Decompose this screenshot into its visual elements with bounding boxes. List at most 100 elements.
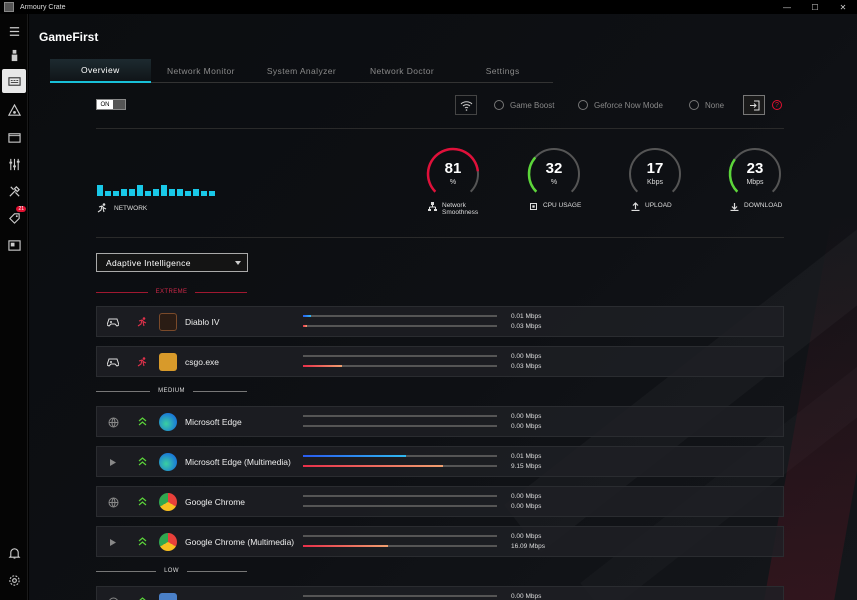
exit-mode-button[interactable] — [743, 95, 765, 115]
download-fill — [303, 545, 389, 547]
globe-icon[interactable] — [106, 596, 120, 600]
window-title: Armoury Crate — [20, 3, 66, 11]
app-row[interactable]: 0.00 Mbps — [96, 586, 784, 600]
app-row[interactable]: Microsoft Edge (Multimedia) 0.01 Mbps 9.… — [96, 446, 784, 477]
download-rate: 0.00 Mbps — [511, 503, 542, 510]
gauge-arc — [426, 147, 480, 193]
upload-rate: 0.01 Mbps — [511, 453, 542, 460]
download-bar — [303, 545, 497, 547]
play-icon[interactable] — [106, 456, 120, 468]
tab-bar: Overview Network Monitor System Analyzer… — [50, 59, 553, 83]
running-figure-icon — [97, 203, 107, 213]
cpu-icon — [530, 203, 537, 210]
upload-rate: 0.01 Mbps — [511, 313, 542, 320]
priority-medium-icon[interactable] — [135, 416, 149, 428]
mode-none[interactable]: None — [689, 100, 724, 110]
maximize-button[interactable]: ☐ — [811, 2, 819, 12]
app-name: Microsoft Edge (Multimedia) — [185, 457, 291, 467]
minimize-button[interactable]: — — [783, 2, 791, 12]
download-rate: 0.00 Mbps — [511, 423, 542, 430]
cpu-usage-label: CPU USAGE — [529, 202, 581, 211]
gauge-track — [629, 148, 681, 193]
tab-network-doctor[interactable]: Network Doctor — [369, 66, 435, 76]
mode-game-boost[interactable]: Game Boost — [494, 100, 554, 110]
priority-medium-icon[interactable] — [135, 456, 149, 468]
google-chrome-app-icon — [159, 533, 177, 551]
gauge-value: 81 — [444, 160, 462, 177]
gear-icon[interactable] — [4, 570, 24, 590]
upload-rate: 0.00 Mbps — [511, 493, 542, 500]
priority-mode-dropdown[interactable]: Adaptive Intelligence — [96, 253, 248, 272]
gauge-fill — [728, 158, 739, 193]
wifi-button[interactable] — [455, 95, 477, 115]
menu-icon[interactable] — [4, 21, 24, 41]
app-row[interactable]: Microsoft Edge 0.00 Mbps 0.00 Mbps — [96, 406, 784, 437]
microsoft-edge-app-icon — [159, 453, 177, 471]
network-activity-bar — [177, 189, 183, 196]
network-activity-bar — [169, 189, 175, 196]
play-icon[interactable] — [106, 536, 120, 548]
download-fill — [303, 325, 307, 327]
network-activity-bar — [193, 189, 199, 196]
priority-extreme-icon[interactable] — [135, 356, 149, 368]
toggle-knob — [113, 100, 125, 109]
download-gauge: 23 Mbps — [726, 146, 784, 202]
app-name: Google Chrome — [185, 497, 246, 507]
chevron-down-icon — [235, 261, 241, 265]
tab-system-analyzer[interactable]: System Analyzer — [266, 66, 337, 76]
download-fill — [303, 465, 443, 467]
news-icon[interactable] — [4, 235, 24, 255]
globe-icon[interactable] — [106, 496, 120, 508]
download-bar — [303, 465, 497, 467]
tab-overview[interactable]: Overview — [50, 59, 151, 83]
armoury-crate-logo-icon — [4, 2, 14, 12]
network-activity-bar — [97, 185, 103, 196]
priority-low-icon[interactable] — [135, 596, 149, 600]
section-low: LOW — [96, 567, 247, 575]
gauge-fill — [527, 156, 538, 193]
network-activity-bar — [185, 191, 191, 196]
tab-settings[interactable]: Settings — [485, 66, 520, 76]
network-activity-bars — [97, 180, 215, 196]
upload-bar — [303, 415, 497, 417]
upload-rate: 0.00 Mbps — [511, 533, 542, 540]
gamepad-icon[interactable] — [106, 316, 120, 328]
gamefirst-toggle[interactable]: ON — [96, 99, 126, 110]
tab-network-monitor[interactable]: Network Monitor — [166, 66, 235, 76]
upload-fill — [303, 315, 311, 317]
aura-sync-icon[interactable] — [4, 100, 24, 120]
app-row[interactable]: Diablo IV 0.01 Mbps 0.03 Mbps — [96, 306, 784, 337]
download-bar — [303, 425, 497, 427]
gauge-unit: % — [550, 179, 558, 186]
dropdown-value: Adaptive Intelligence — [106, 257, 191, 268]
mode-geforce-now[interactable]: Geforce Now Mode — [578, 100, 663, 110]
app-row[interactable]: csgo.exe 0.00 Mbps 0.03 Mbps — [96, 346, 784, 377]
game-library-icon[interactable] — [4, 127, 24, 147]
globe-icon[interactable] — [106, 416, 120, 428]
app-row[interactable]: Google Chrome (Multimedia) 0.00 Mbps 16.… — [96, 526, 784, 557]
help-icon[interactable]: ? — [772, 100, 782, 110]
gauge-unit: Mbps — [746, 179, 764, 186]
gauge-value: 32 — [545, 160, 563, 177]
network-activity-bar — [145, 191, 151, 196]
page-title: GameFirst — [39, 30, 99, 44]
gamepad-icon[interactable] — [106, 356, 120, 368]
device-icon[interactable] — [4, 45, 24, 65]
tools-icon[interactable] — [4, 181, 24, 201]
upload-icon — [631, 202, 640, 211]
priority-medium-icon[interactable] — [135, 496, 149, 508]
notification-bell-icon[interactable] — [4, 543, 24, 563]
close-button[interactable]: ✕ — [839, 2, 847, 12]
network-activity-bar — [137, 185, 143, 196]
priority-extreme-icon[interactable] — [135, 316, 149, 328]
gamefirst-icon[interactable] — [2, 69, 26, 93]
deals-icon[interactable]: 21 — [4, 206, 26, 228]
main-panel: GameFirst Overview Network Monitor Syste… — [29, 14, 857, 600]
priority-medium-icon[interactable] — [135, 536, 149, 548]
app-row[interactable]: Google Chrome 0.00 Mbps 0.00 Mbps — [96, 486, 784, 517]
upload-bar — [303, 355, 497, 357]
wifi-icon — [460, 100, 472, 111]
settings-sliders-icon[interactable] — [4, 154, 24, 174]
gauge-fill — [426, 147, 480, 193]
notification-badge: 21 — [16, 206, 26, 212]
